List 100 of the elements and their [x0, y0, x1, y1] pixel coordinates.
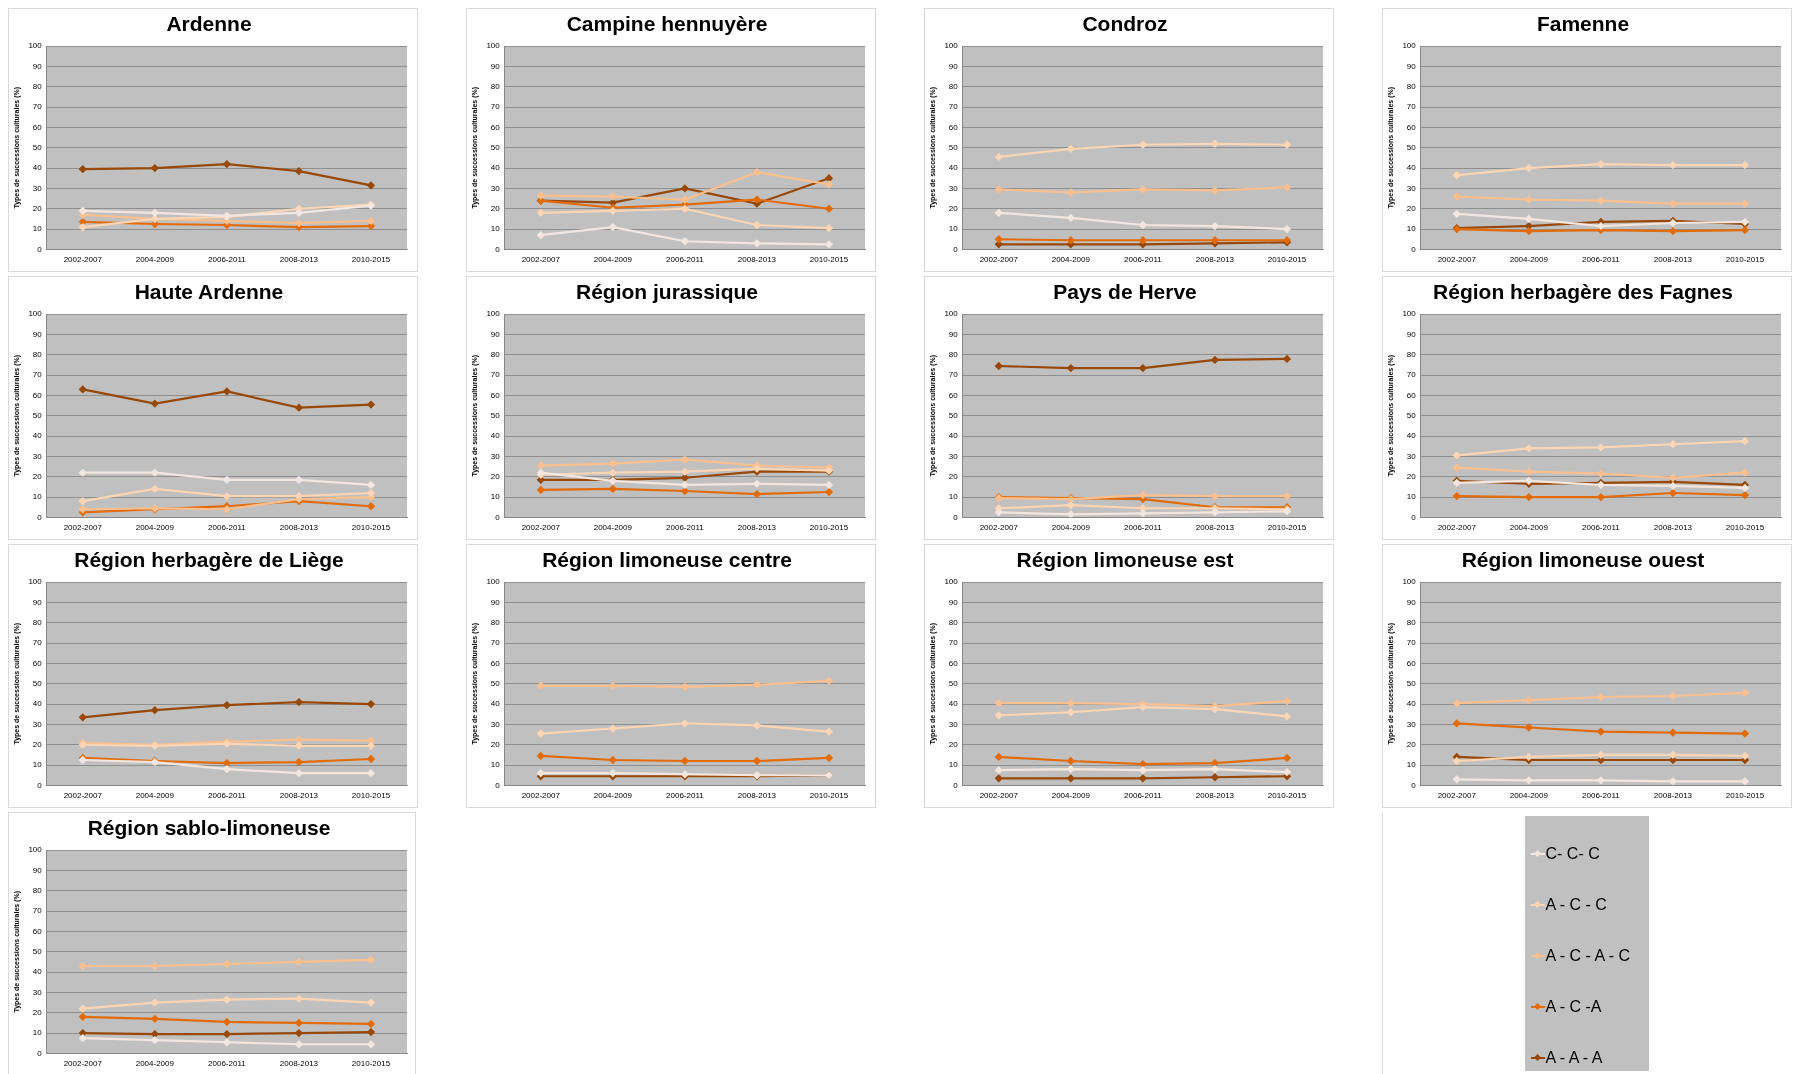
y-tick-label: 100	[486, 309, 501, 319]
x-tick-label: 2002-2007	[63, 255, 103, 265]
y-tick-label: 80	[948, 618, 959, 628]
y-tick-label: 30	[1406, 183, 1417, 193]
x-tick-label: 2006-2011	[208, 791, 247, 801]
x-tick-label: 2004-2009	[593, 255, 633, 265]
y-tick-label: 60	[32, 658, 43, 668]
y-tick-label: 20	[948, 471, 959, 481]
y-tick-label: 10	[32, 1028, 43, 1038]
x-tick-label: 2004-2009	[1051, 255, 1091, 265]
y-tick-label: 30	[32, 451, 43, 461]
x-tick-label: 2008-2013	[1653, 791, 1693, 801]
y-tick-label: 50	[32, 143, 43, 152]
y-tick-label: 20	[32, 203, 43, 213]
x-tick-label: 2008-2013	[1653, 523, 1693, 533]
x-tick-label: 2010-2015	[351, 523, 391, 533]
chart-title: Famenne	[1536, 12, 1630, 36]
y-tick-label: 100	[944, 577, 959, 587]
y-tick-label: 60	[1406, 122, 1417, 132]
x-tick-label: 2006-2011	[1124, 255, 1163, 265]
y-tick-label: 50	[1406, 679, 1417, 688]
y-tick-label: 50	[948, 679, 959, 688]
y-tick-label: 50	[32, 947, 43, 956]
y-tick-label: 30	[490, 719, 501, 729]
y-tick-label: 70	[490, 638, 501, 648]
y-tick-label: 20	[32, 1007, 43, 1017]
y-tick-label: 80	[32, 350, 43, 360]
y-tick-label: 40	[1406, 163, 1417, 173]
y-tick-label: 90	[1406, 329, 1417, 339]
y-tick-label: 50	[490, 143, 501, 152]
x-tick-label: 2008-2013	[1195, 523, 1235, 533]
x-tick-label: 2006-2011	[1124, 791, 1163, 801]
y-tick-label: 60	[490, 122, 501, 132]
y-tick-label: 60	[948, 390, 959, 400]
chart-title: Région herbagère des Fagnes	[1433, 280, 1733, 304]
y-tick-label: 100	[486, 41, 501, 51]
x-tick-label: 2010-2015	[809, 255, 849, 265]
y-tick-label: 10	[32, 760, 43, 770]
y-tick-label: 30	[32, 719, 43, 729]
y-tick-label: 60	[490, 390, 501, 400]
chart-title: Pays de Herve	[1053, 280, 1197, 304]
legend-label: C- C- C	[1545, 844, 1600, 863]
y-tick-label: 20	[490, 471, 501, 481]
y-tick-label: 80	[490, 82, 501, 92]
x-tick-label: 2004-2009	[1509, 523, 1549, 533]
x-tick-label: 2010-2015	[351, 255, 391, 265]
y-tick-label: 90	[948, 61, 959, 71]
y-tick-label: 20	[948, 739, 959, 749]
y-tick-label: 0	[37, 1048, 43, 1058]
y-tick-label: 50	[32, 411, 43, 420]
y-tick-label: 40	[32, 163, 43, 173]
y-tick-label: 0	[1411, 780, 1417, 790]
chart-title: Ardenne	[166, 12, 252, 36]
y-tick-label: 30	[1406, 719, 1417, 729]
y-tick-label: 90	[490, 329, 501, 339]
y-tick-label: 70	[948, 638, 959, 648]
legend-label: A - A - A	[1545, 1048, 1603, 1067]
x-tick-label: 2008-2013	[279, 523, 319, 533]
y-tick-label: 90	[32, 329, 43, 339]
y-tick-label: 80	[490, 618, 501, 628]
y-tick-label: 10	[948, 224, 959, 234]
y-tick-label: 40	[948, 699, 959, 709]
y-tick-label: 100	[1402, 577, 1417, 587]
y-tick-label: 10	[948, 492, 959, 502]
x-tick-label: 2010-2015	[1725, 255, 1765, 265]
legend-label: A - C - C	[1545, 895, 1607, 914]
y-tick-label: 40	[1406, 431, 1417, 441]
y-tick-label: 0	[37, 244, 43, 254]
y-tick-label: 0	[495, 244, 501, 254]
x-tick-label: 2004-2009	[1509, 255, 1549, 265]
y-tick-label: 0	[953, 512, 959, 522]
x-tick-label: 2002-2007	[1437, 523, 1477, 533]
y-tick-label: 80	[32, 886, 43, 896]
y-tick-label: 10	[32, 224, 43, 234]
y-tick-label: 90	[490, 61, 501, 71]
y-tick-label: 60	[32, 122, 43, 132]
y-tick-label: 30	[32, 183, 43, 193]
x-tick-label: 2002-2007	[63, 1059, 103, 1069]
y-tick-label: 0	[495, 780, 501, 790]
y-tick-label: 60	[32, 926, 43, 936]
x-tick-label: 2002-2007	[979, 791, 1019, 801]
y-tick-label: 50	[32, 679, 43, 688]
x-tick-label: 2006-2011	[208, 1059, 247, 1069]
x-tick-label: 2004-2009	[135, 255, 175, 265]
chart-title: Campine hennuyère	[566, 12, 768, 36]
y-tick-label: 100	[944, 41, 959, 51]
x-tick-label: 2010-2015	[351, 1059, 391, 1069]
chart-title: Région jurassique	[575, 280, 759, 304]
y-tick-label: 80	[490, 350, 501, 360]
y-tick-label: 40	[32, 699, 43, 709]
y-tick-label: 70	[948, 102, 959, 112]
y-tick-label: 40	[490, 431, 501, 441]
x-tick-label: 2004-2009	[1509, 791, 1549, 801]
y-tick-label: 100	[486, 577, 501, 587]
x-tick-label: 2010-2015	[1725, 791, 1765, 801]
y-tick-label: 100	[28, 41, 43, 51]
chart-title: Région limoneuse ouest	[1461, 548, 1705, 572]
y-tick-label: 80	[32, 82, 43, 92]
x-tick-label: 2002-2007	[63, 523, 103, 533]
x-tick-label: 2006-2011	[208, 523, 247, 533]
